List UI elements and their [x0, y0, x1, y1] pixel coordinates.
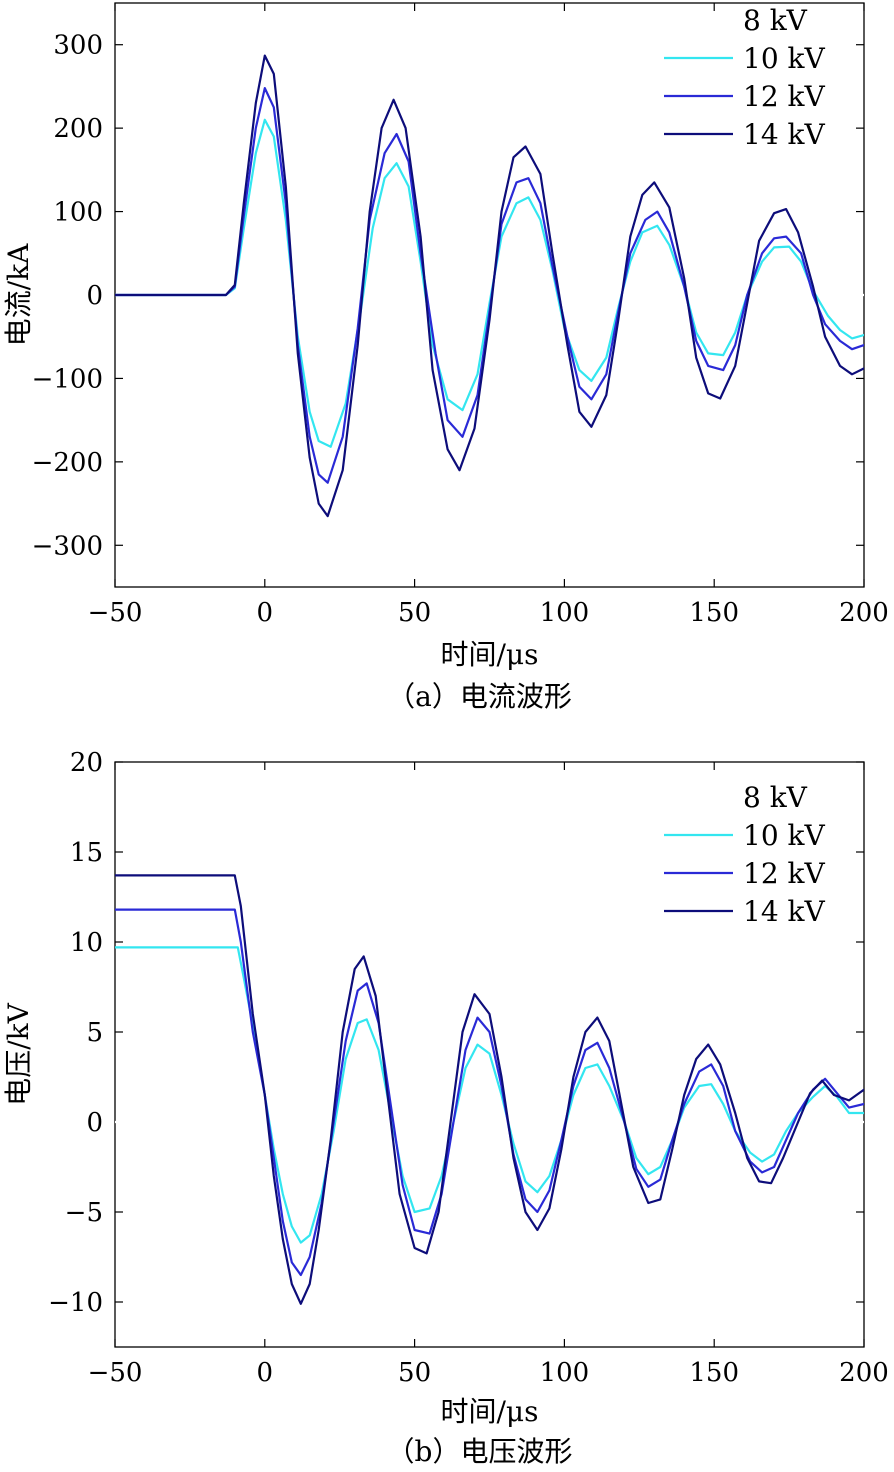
- x-tick-label: 50: [398, 1358, 431, 1388]
- y-tick-label: 5: [86, 1018, 103, 1048]
- x-tick-label: 200: [839, 598, 889, 628]
- series-group: [115, 874, 864, 1305]
- x-tick-label: 0: [257, 1358, 274, 1388]
- y-tick-label: 100: [53, 198, 103, 228]
- y-tick-label: 0: [86, 281, 103, 311]
- y-tick-label: −100: [32, 364, 103, 394]
- x-tick-label: 150: [689, 1358, 739, 1388]
- legend-entry: 8 kV: [743, 781, 808, 814]
- legend-entry: 10 kV: [743, 819, 825, 852]
- chart-caption: （a）电流波形: [387, 680, 572, 713]
- legend: 8 kV 10 kV 12 kV 14 kV: [664, 4, 825, 151]
- legend-entry: 10 kV: [743, 42, 825, 75]
- y-tick-label: −200: [32, 448, 103, 478]
- legend-entry: 12 kV: [743, 80, 825, 113]
- y-tick-label: 200: [53, 114, 103, 144]
- series-line-10kv: [115, 946, 864, 1244]
- series-line-12kv: [115, 908, 864, 1277]
- legend-entry: 12 kV: [743, 857, 825, 890]
- x-tick-label: 200: [839, 1358, 889, 1388]
- chart-caption: （b）电压波形: [387, 1435, 573, 1468]
- x-tick-label: −50: [88, 598, 143, 628]
- plot-frame: [114, 761, 865, 1348]
- series-line-14kv: [115, 874, 864, 1305]
- y-tick-label: −300: [32, 531, 103, 561]
- x-tick-label: 50: [398, 598, 431, 628]
- legend-entry: 8 kV: [743, 4, 808, 37]
- y-tick-label: 15: [70, 838, 103, 868]
- x-tick-label: −50: [88, 1358, 143, 1388]
- chart-panel-1: −50 0 50 100 150 200 300 200 100 0 −100 −200 −300 8 k…: [2, 2, 889, 713]
- x-tick-label: 100: [540, 1358, 590, 1388]
- series-group: [115, 54, 864, 518]
- y-axis-label: 电流/kA: [2, 243, 35, 346]
- legend: 8 kV 10 kV 12 kV 14 kV: [664, 781, 825, 928]
- x-axis-label: 时间/μs: [440, 638, 538, 671]
- x-tick-label: 100: [540, 598, 590, 628]
- x-tick-label: 150: [689, 598, 739, 628]
- series-line-14kv: [115, 54, 864, 518]
- y-tick-label: −5: [65, 1198, 103, 1228]
- legend-entry: 14 kV: [743, 118, 825, 151]
- y-tick-label: 10: [70, 928, 103, 958]
- x-axis-label: 时间/μs: [440, 1395, 538, 1428]
- legend-entry: 14 kV: [743, 895, 825, 928]
- y-axis-label: 电压/kV: [2, 1002, 35, 1105]
- y-tick-label: −10: [48, 1288, 103, 1318]
- y-tick-label: 300: [53, 31, 103, 61]
- y-tick-label: 20: [70, 748, 103, 778]
- x-tick-label: 0: [257, 598, 274, 628]
- y-tick-label: 0: [86, 1108, 103, 1138]
